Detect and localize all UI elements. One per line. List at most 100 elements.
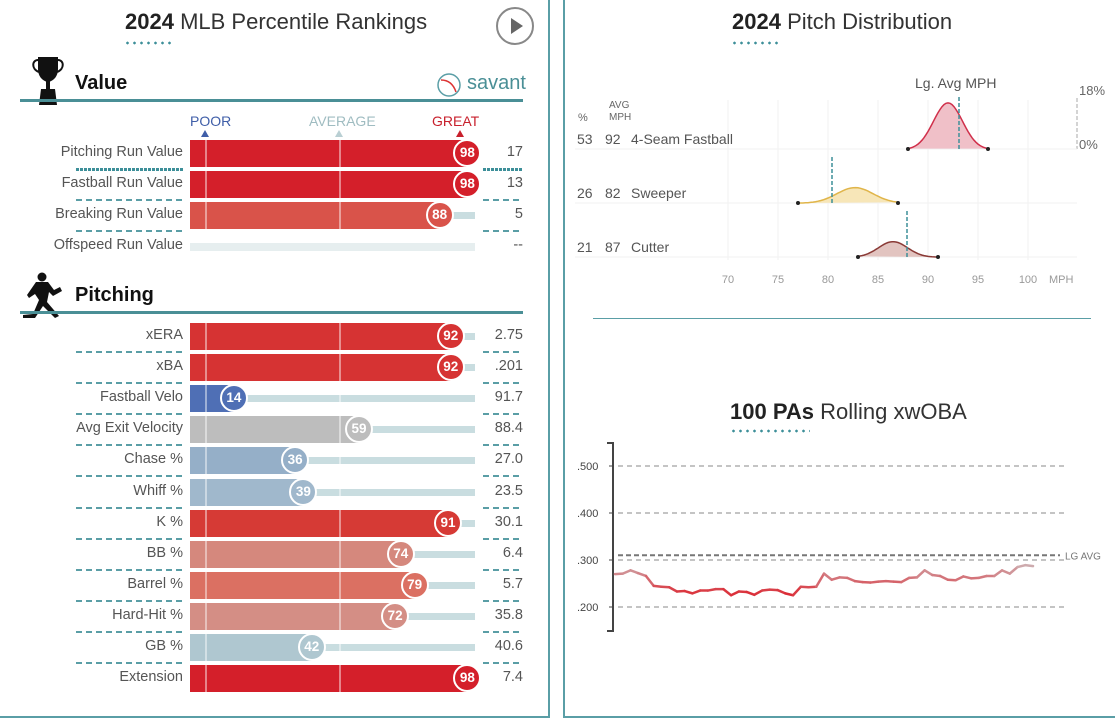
poor-gridline	[205, 571, 207, 599]
xwoba-line-segment	[1024, 563, 1035, 568]
percentile-bar	[190, 171, 468, 198]
xwoba-line-segment	[900, 576, 911, 584]
row-separator	[483, 568, 523, 571]
percentile-badge: 59	[345, 415, 374, 444]
row-separator	[76, 568, 183, 571]
pitch-avg-mph: 92	[605, 131, 621, 147]
xwoba-line-segment	[683, 589, 694, 595]
average-gridline	[339, 323, 341, 350]
metric-label: xBA	[156, 358, 183, 375]
metric-label: Whiff %	[133, 482, 183, 499]
metric-label: Hard-Hit %	[112, 606, 183, 623]
pitch-distribution-title-year: 2024	[732, 9, 781, 34]
row-separator	[76, 168, 183, 171]
percentile-badge: 39	[289, 477, 318, 506]
percentile-badge: 92	[436, 322, 465, 350]
poor-gridline	[205, 665, 207, 693]
poor-gridline	[205, 509, 207, 537]
xwoba-line-segment	[923, 569, 934, 577]
rolling-xwoba-chart: .500 .400 .300 .200 LG AVG	[577, 442, 1101, 632]
poor-marker-icon	[201, 130, 209, 137]
density-max-label: 18%	[1079, 83, 1105, 98]
pitch-name: 4-Seam Fastball	[631, 131, 733, 147]
xwoba-line-segment	[1000, 569, 1012, 575]
xwoba-line-segment	[931, 573, 942, 578]
xwoba-line-segment	[629, 569, 640, 575]
xwoba-line-segment	[1008, 565, 1019, 575]
average-gridline	[339, 447, 341, 475]
metric-value: 88.4	[494, 420, 523, 437]
rolling-xwoba-title-text: Rolling xwOBA	[813, 399, 967, 424]
row-separator	[76, 413, 183, 416]
row-separator	[483, 475, 523, 478]
xwoba-line-segment	[706, 587, 717, 592]
metric-label: Pitching Run Value	[60, 144, 183, 160]
density-min-label: 0%	[1079, 137, 1098, 152]
xwoba-line-segment	[845, 576, 857, 583]
metric-value: 5.7	[502, 575, 523, 592]
xwoba-line-segment	[667, 586, 679, 593]
pitch-distribution-title: 2024 Pitch Distribution	[732, 9, 952, 35]
xwoba-line-segment	[745, 590, 756, 597]
percentile-track	[190, 644, 475, 651]
row-separator	[483, 168, 523, 171]
percentile-badge: 74	[386, 539, 415, 568]
metric-label: GB %	[145, 638, 183, 654]
xwoba-line-segment	[822, 572, 833, 581]
metric-value: 23.5	[494, 482, 523, 499]
lg-avg-label: LG AVG	[1065, 551, 1101, 562]
xwoba-line-segment	[652, 584, 663, 589]
xwoba-line-segment	[691, 589, 702, 595]
percentile-badge: 88	[425, 201, 454, 229]
poor-gridline	[205, 140, 207, 167]
scale-poor-label: POOR	[190, 113, 232, 129]
row-separator	[76, 662, 183, 664]
row-separator	[76, 382, 183, 385]
title-underline	[124, 41, 174, 45]
metric-value: 2.75	[494, 327, 523, 343]
metric-value: 7.4	[502, 669, 523, 686]
xwoba-line-segment	[791, 585, 803, 597]
row-separator	[483, 630, 523, 633]
row-separator	[483, 662, 523, 664]
play-circle-icon[interactable]	[496, 7, 534, 45]
density-area	[798, 187, 898, 203]
density-curve	[907, 102, 989, 150]
row-separator	[483, 599, 523, 602]
avg-column-header: AVG	[609, 100, 630, 111]
percentile-badge: 98	[453, 664, 482, 693]
percentile-badge: 92	[436, 353, 465, 382]
percentile-bar	[190, 416, 360, 444]
max-velo-point	[896, 201, 900, 205]
pitch-avg-mph: 82	[605, 185, 621, 201]
metric-value: 5	[514, 206, 523, 222]
metric-value: 17	[506, 144, 523, 160]
average-gridline	[339, 202, 341, 229]
percentile-track	[190, 395, 475, 403]
x-tick-label: 95	[972, 274, 984, 286]
xwoba-line-segment	[644, 574, 655, 588]
row-separator	[76, 199, 183, 201]
percentile-track	[190, 457, 475, 465]
rolling-xwoba-underline	[730, 429, 810, 433]
min-velo-point	[856, 255, 860, 259]
percentile-badge: 91	[433, 508, 462, 537]
poor-gridline	[205, 478, 207, 506]
percentile-bar	[190, 540, 401, 568]
poor-gridline	[205, 323, 207, 350]
percentile-bar	[190, 571, 415, 599]
row-separator	[76, 444, 183, 447]
xwoba-line-segment	[962, 575, 973, 580]
percentile-bar	[190, 140, 468, 167]
percentile-badge: 79	[400, 570, 429, 599]
average-gridline	[339, 171, 341, 198]
row-separator	[76, 475, 183, 478]
metric-value: 6.4	[502, 544, 523, 561]
pitch-distribution-title-text: Pitch Distribution	[780, 9, 953, 34]
metric-value: 30.1	[494, 513, 523, 530]
percentile-bar	[190, 354, 451, 382]
scale-great-label: GREAT	[432, 113, 480, 129]
panel-divider	[593, 318, 1091, 319]
xwoba-line-segment	[1016, 563, 1027, 569]
row-separator	[483, 351, 523, 353]
